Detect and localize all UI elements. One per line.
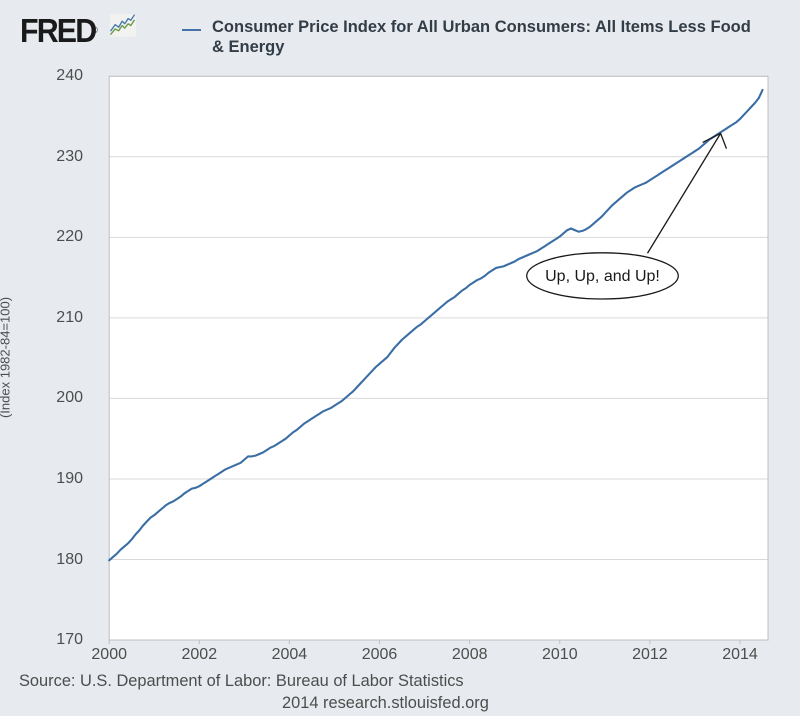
svg-text:Up, Up, and Up!: Up, Up, and Up!	[545, 268, 660, 285]
